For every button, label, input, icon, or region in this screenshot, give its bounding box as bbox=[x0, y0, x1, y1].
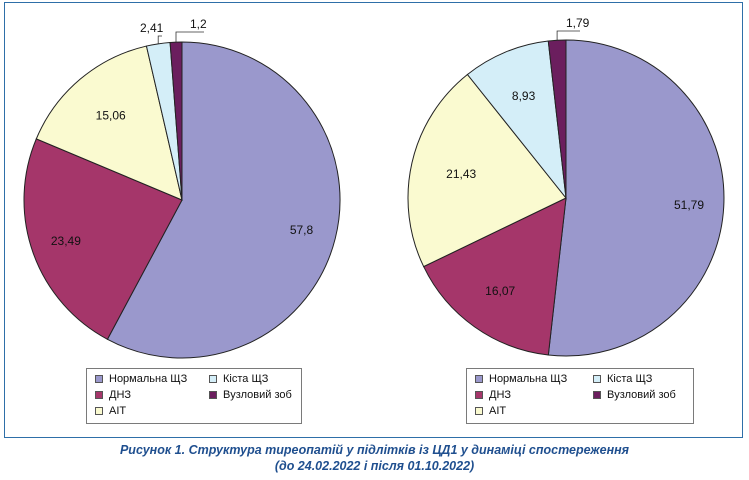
legend-item-normal: Нормальна ЩЗ bbox=[95, 373, 187, 385]
legend-label: Кіста ЩЗ bbox=[607, 373, 653, 385]
leader-line bbox=[556, 30, 580, 41]
legend-swatch bbox=[593, 391, 601, 399]
legend-swatch bbox=[475, 407, 483, 415]
pie-slice bbox=[35, 45, 183, 201]
pie-charts: 57,8 23,49 15,06 2,41 1,2 51,79 16,07 21,43 8,93… bbox=[23, 16, 725, 359]
legend-swatch bbox=[95, 375, 103, 383]
pie-slice bbox=[547, 39, 567, 199]
legend-item-normal: Нормальна ЩЗ bbox=[475, 373, 567, 385]
data-label: 1,79 bbox=[566, 16, 590, 30]
legend-swatch bbox=[209, 375, 217, 383]
leader-line bbox=[157, 35, 162, 44]
caption-line-2: (до 24.02.2022 і після 01.10.2022) bbox=[274, 459, 475, 473]
legend-item-nodular: Вузловий зоб bbox=[593, 389, 676, 401]
data-label: 15,06 bbox=[96, 108, 126, 122]
legend-swatch bbox=[593, 375, 601, 383]
legend-swatch bbox=[95, 407, 103, 415]
legend-label: Нормальна ЩЗ bbox=[489, 373, 568, 385]
data-label: 2,41 bbox=[140, 21, 164, 35]
legend-swatch bbox=[475, 391, 483, 399]
data-label: 21,43 bbox=[446, 167, 476, 181]
pie-slice bbox=[407, 73, 567, 268]
legend-item-ait: АІТ bbox=[475, 405, 506, 417]
legend-label: Вузловий зоб bbox=[223, 389, 292, 401]
figure-caption: Рисунок 1. Структура тиреопатій у підліт… bbox=[0, 442, 749, 474]
legend-label: Вузловий зоб bbox=[607, 389, 676, 401]
legend-item-dnz: ДНЗ bbox=[475, 389, 511, 401]
caption-line-1: Рисунок 1. Структура тиреопатій у підліт… bbox=[119, 443, 630, 457]
leader-line bbox=[175, 31, 204, 43]
legend-label: АІТ bbox=[489, 405, 507, 417]
legend-label: Нормальна ЩЗ bbox=[109, 373, 188, 385]
data-label: 1,2 bbox=[190, 17, 207, 31]
pie-slice bbox=[547, 39, 725, 357]
legend-swatch bbox=[95, 391, 103, 399]
legend-chart-2: Нормальна ЩЗ Кіста ЩЗ ДНЗ Вузловий зоб А… bbox=[466, 368, 694, 424]
data-label: 16,07 bbox=[485, 284, 515, 298]
legend-label: ДНЗ bbox=[109, 389, 132, 401]
data-label: 23,49 bbox=[51, 234, 81, 248]
legend-label: Кіста ЩЗ bbox=[223, 373, 269, 385]
pie-slice bbox=[169, 41, 183, 201]
data-label: 8,93 bbox=[512, 89, 536, 103]
legend-swatch bbox=[475, 375, 483, 383]
pie-slice bbox=[23, 138, 183, 340]
legend-item-dnz: ДНЗ bbox=[95, 389, 131, 401]
legend-chart-1: Нормальна ЩЗ Кіста ЩЗ ДНЗ Вузловий зоб А… bbox=[86, 368, 302, 424]
data-label: 51,79 bbox=[674, 198, 704, 212]
legend-swatch bbox=[209, 391, 217, 399]
pie-slice bbox=[466, 40, 567, 200]
pie-slice bbox=[422, 197, 567, 356]
data-label: 57,8 bbox=[290, 223, 314, 237]
legend-label: АІТ bbox=[109, 405, 127, 417]
legend-item-cyst: Кіста ЩЗ bbox=[209, 373, 268, 385]
pie-slice bbox=[106, 41, 341, 359]
legend-label: ДНЗ bbox=[489, 389, 512, 401]
legend-item-nodular: Вузловий зоб bbox=[209, 389, 292, 401]
legend-item-cyst: Кіста ЩЗ bbox=[593, 373, 652, 385]
legend-item-ait: АІТ bbox=[95, 405, 126, 417]
